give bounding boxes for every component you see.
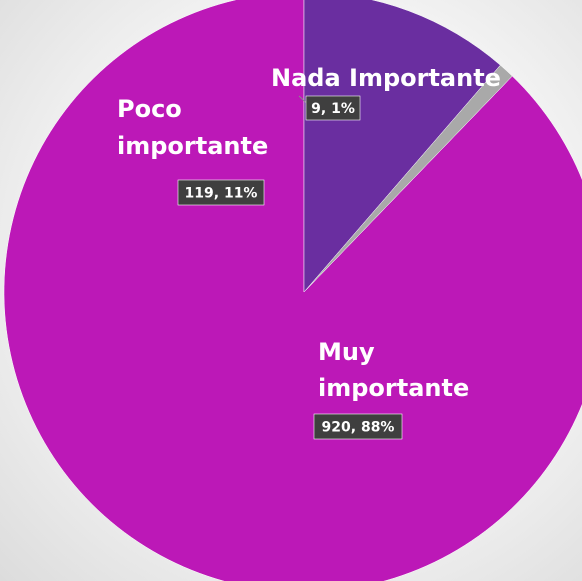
data-label-muy-importante: 920, 88% — [322, 420, 395, 436]
data-label-box-muy-importante — [313, 413, 403, 440]
pie-slices — [3, 0, 582, 581]
pie-labels: Muy importante 920, 88% Nada Importante 9, 1… — [117, 64, 501, 440]
category-label-poco-importante: Poco importante — [117, 95, 268, 160]
data-label-box-nada-importante — [305, 95, 361, 121]
data-label-poco-importante: 119, 11% — [185, 186, 258, 202]
pie-slice-poco-importante — [303, 0, 501, 293]
category-label-nada-importante: Nada Importante — [271, 64, 501, 92]
data-label-box-poco-importante — [177, 179, 265, 206]
pie-slice-muy-importante — [3, 0, 582, 581]
data-label-nada-importante: 9, 1% — [311, 101, 355, 117]
category-label-muy-importante: Muy importante — [318, 338, 469, 402]
